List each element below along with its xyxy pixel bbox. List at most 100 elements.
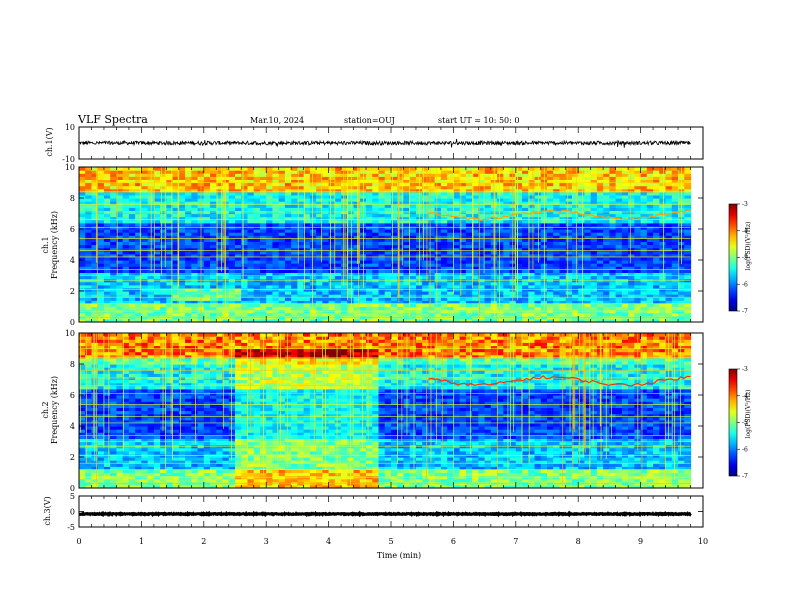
- ch1-spec-cell: [222, 297, 230, 301]
- ch1-spec-cell: [684, 309, 692, 314]
- ch1-spec-cell: [646, 256, 654, 261]
- ch1-spec-cell: [241, 256, 249, 261]
- ch1-spec-cell: [578, 235, 586, 239]
- ch1-spec-cell: [316, 250, 323, 255]
- ch1-spec-cell: [397, 275, 405, 280]
- ch1-spec-cell: [241, 204, 249, 208]
- ch1-spec-cell: [447, 179, 454, 184]
- ch1-spec-cell: [241, 303, 249, 308]
- ch1-spec-cell: [484, 303, 492, 308]
- ch1-spec-cell: [434, 167, 442, 171]
- ch1-spec-cell: [578, 204, 586, 208]
- ch1-spec-cell: [671, 294, 679, 298]
- ch1-spec-cell: [590, 281, 598, 286]
- ch1-spec-cell: [571, 241, 579, 246]
- ch1-spec-cell: [172, 291, 180, 295]
- ch1-spec-cell: [634, 188, 642, 193]
- ch1-spec-cell: [222, 170, 230, 174]
- ch1-spec-cell: [447, 170, 454, 174]
- ch1-spec-cell: [347, 256, 355, 261]
- ch1-spec-cell: [384, 198, 392, 202]
- ch1-spec-cell: [684, 222, 692, 227]
- ch1-spec-cell: [671, 179, 679, 184]
- ch1-spec-cell: [79, 309, 86, 314]
- ch1-spec-cell: [153, 275, 161, 280]
- ch1-spec-cell: [547, 173, 554, 177]
- ch1-spec-cell: [141, 185, 149, 190]
- ch1-spec-cell: [584, 253, 592, 258]
- ch1-spec-cell: [453, 185, 461, 190]
- ch1-spec-cell: [621, 309, 629, 314]
- ch1-spec-cell: [621, 219, 629, 224]
- ch1-spec-cell: [578, 281, 586, 286]
- ch1-spec-cell: [284, 229, 292, 233]
- ch1-spec-cell: [578, 185, 586, 190]
- ch1-spec-cell: [178, 207, 186, 211]
- ch1-spec-cell: [384, 213, 392, 218]
- ch1-spec-cell: [316, 179, 323, 184]
- ch1-spec-cell: [528, 173, 536, 177]
- ch1-spec-cell: [453, 318, 461, 323]
- ch1-spec-cell: [103, 263, 111, 267]
- ch1-spec-cell: [490, 272, 498, 277]
- ch1-spec-cell: [178, 216, 186, 221]
- ch1-spec-cell: [378, 281, 386, 286]
- ch1-spec-cell: [353, 294, 361, 298]
- ch1-spec-cell: [259, 204, 267, 208]
- ch1-spec-cell: [97, 167, 105, 171]
- ch1-spec-cell: [547, 179, 554, 184]
- ch1-spec-cell: [609, 241, 617, 246]
- ch1-spec-cell: [571, 173, 579, 177]
- ch1-spec-cell: [553, 235, 561, 239]
- ch1-spec-cell: [297, 167, 305, 171]
- ch1-spec-cell: [253, 188, 261, 193]
- ch1-spec-cell: [222, 247, 230, 252]
- ch1-spec-cell: [334, 198, 342, 202]
- ch1-spec-cell: [147, 284, 155, 289]
- ch1-spec-cell: [465, 179, 473, 184]
- ch1-spec-cell: [309, 198, 317, 202]
- ch1-spec-cell: [615, 253, 623, 258]
- ch1-spec-cell: [172, 170, 180, 174]
- ch1-spec-cell: [453, 297, 461, 301]
- ch1-spec-cell: [640, 312, 648, 317]
- ch1-spec-cell: [303, 272, 311, 277]
- ch1-spec-cell: [153, 198, 161, 202]
- ch1-spec-cell: [222, 219, 230, 224]
- ch1-spec-cell: [384, 238, 392, 242]
- ch1-spec-cell: [447, 176, 454, 180]
- ch1-spec-cell: [116, 167, 124, 171]
- ch1-spec-cell: [665, 229, 673, 233]
- ch1-spec-cell: [91, 291, 99, 295]
- ch1-spec-cell: [422, 191, 430, 196]
- ch1-spec-cell: [235, 266, 242, 270]
- ch1-spec-cell: [203, 297, 211, 301]
- ch1-spec-cell: [440, 167, 448, 171]
- ch1-spec-cell: [547, 176, 554, 180]
- ch1-spec-cell: [166, 204, 174, 208]
- ch1-spec-cell: [341, 194, 348, 199]
- ch1-spec-cell: [341, 241, 348, 246]
- ch1-spec-cell: [284, 253, 292, 258]
- ch1-spec-cell: [160, 238, 167, 242]
- ch1-spec-cell: [378, 182, 386, 187]
- ch1-spec-cell: [684, 272, 692, 277]
- ch1-spec-cell: [272, 167, 280, 171]
- ch1-spec-cell: [484, 232, 492, 236]
- ch1-spec-cell: [465, 222, 473, 227]
- ch1-spec-cell: [503, 194, 511, 199]
- ch1-spec-cell: [584, 300, 592, 304]
- ch1-spec-cell: [628, 235, 635, 239]
- ch1-spec-cell: [178, 185, 186, 190]
- ch1-spec-cell: [259, 272, 267, 277]
- ch1-spec-cell: [584, 318, 592, 323]
- ch1-spec-cell: [603, 318, 610, 323]
- ch1-spec-cell: [653, 191, 660, 196]
- ch1-spec-cell: [309, 247, 317, 252]
- ch1-spec-cell: [515, 263, 523, 267]
- ch1-spec-cell: [122, 222, 130, 227]
- ch1-spec-cell: [628, 266, 635, 270]
- ch1-spec-cell: [609, 256, 617, 261]
- ch1-spec-cell: [378, 272, 386, 277]
- ch1-spec-cell: [571, 300, 579, 304]
